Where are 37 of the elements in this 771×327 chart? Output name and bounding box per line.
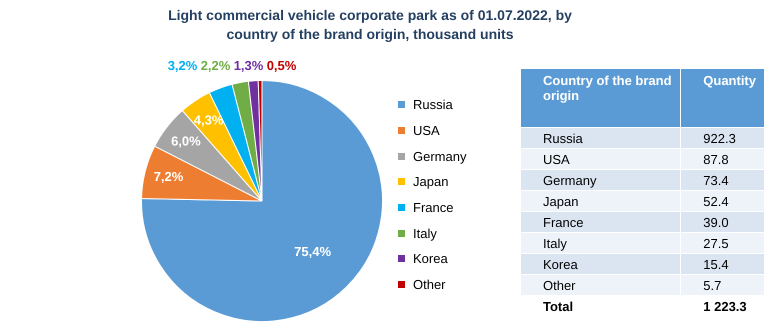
data-label: 0,5%: [266, 58, 297, 74]
legend-label: Other: [412, 276, 447, 294]
text: Quantity: [680, 68, 764, 128]
category-label: Japan: [543, 194, 578, 208]
data-label: 2,2%: [200, 58, 231, 74]
data-label: 1,3%: [234, 58, 264, 74]
data-label: 6,0%: [171, 133, 202, 148]
data-label: 4,3%: [194, 112, 224, 128]
text: Country of the brand origin: [520, 68, 681, 128]
category-label: Italy: [543, 236, 567, 250]
text: 27.5: [680, 232, 764, 254]
category-label: Korea: [543, 256, 578, 272]
text: 5.7: [680, 274, 764, 296]
category-label: Russia: [543, 130, 583, 146]
text: 39.0: [680, 212, 764, 232]
legend-label: Russia: [412, 96, 454, 114]
text: 922.3: [680, 128, 764, 148]
category-label: Germany: [543, 172, 596, 188]
text: Total: [520, 296, 681, 316]
chart-title: Light commercial vehicle corporate park as of 01.07.2022, by country of the brand origin, thousand units: [167, 6, 573, 44]
category-label: France: [543, 214, 584, 230]
text: 1 223.3: [680, 296, 764, 316]
text: 87.8: [680, 148, 764, 170]
legend-label: Germany: [412, 148, 466, 166]
category-label: USA: [543, 152, 570, 166]
legend-label: Japan: [412, 173, 450, 192]
legend-label: USA: [412, 122, 441, 140]
text: 15.4: [680, 254, 764, 274]
data-label: 7,2%: [154, 169, 184, 184]
legend-label: Korea: [412, 250, 449, 268]
text: 73.4: [680, 170, 764, 190]
text: 52.4: [680, 190, 764, 212]
data-label: 3,2%: [168, 58, 198, 74]
data-label: 75,4%: [294, 244, 332, 260]
category-label: Other: [543, 278, 576, 292]
legend-label: Italy: [412, 224, 438, 243]
legend-label: France: [412, 199, 454, 218]
